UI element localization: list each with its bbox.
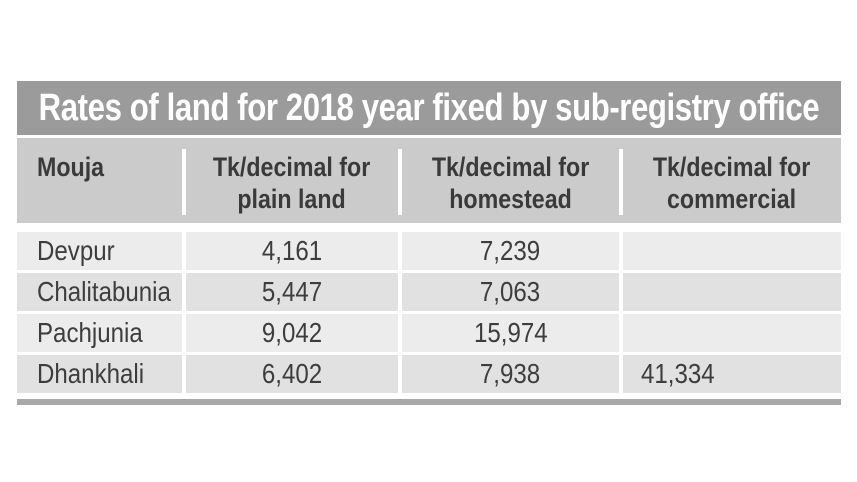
header-homestead-label: Tk/decimal for homestead [432,151,589,216]
cell-mouja: Devpur [17,232,182,270]
homestead-value: 7,239 [480,235,541,266]
table-row-chalitabunia: Chalitabunia 5,447 7,063 [17,273,841,311]
mouja-value: Devpur [37,235,115,266]
cell-commercial: 41,334 [623,355,841,393]
plain-land-value: 5,447 [261,276,323,307]
header-commercial: Tk/decimal for commercial [623,138,841,223]
table-row-dhankhali: Dhankhali 6,402 7,938 41,334 [17,355,841,393]
cell-homestead: 7,239 [402,232,619,270]
cell-mouja: Dhankhali [17,355,182,393]
header-plain-land: Tk/decimal for plain land [186,138,398,223]
cell-commercial [623,314,841,352]
cell-mouja: Pachjunia [17,314,182,352]
cell-commercial [623,232,841,270]
cell-mouja: Chalitabunia [17,273,182,311]
header-homestead-line1: Tk/decimal for [431,152,590,182]
cell-plain-land: 4,161 [186,232,398,270]
header-homestead: Tk/decimal for homestead [402,138,619,223]
header-mouja: Mouja [17,138,182,223]
homestead-value: 15,974 [473,317,548,348]
header-homestead-line2: homestead [449,184,572,215]
table-row-devpur: Devpur 4,161 7,239 [17,232,841,270]
cell-homestead: 7,938 [402,355,619,393]
header-commercial-line1: Tk/decimal for [653,152,811,182]
homestead-value: 7,063 [480,276,541,307]
land-rates-table: Rates of land for 2018 year fixed by sub… [17,81,841,405]
plain-land-value: 6,402 [261,358,323,389]
cell-commercial [623,273,841,311]
header-commercial-line2: commercial [667,184,797,215]
table-title: Rates of land for 2018 year fixed by sub… [38,86,820,129]
header-column-divider [182,149,186,215]
header-commercial-label: Tk/decimal for commercial [653,151,810,216]
header-column-divider [619,149,623,215]
mouja-value: Pachjunia [37,317,143,348]
table-title-bar: Rates of land for 2018 year fixed by sub… [17,81,841,135]
table-header-row: Mouja Tk/decimal for plain land Tk/decima… [17,138,841,223]
header-mouja-label: Mouja [37,152,105,182]
plain-land-value: 9,042 [261,317,323,348]
mouja-value: Chalitabunia [37,276,171,307]
homestead-value: 7,938 [480,358,541,389]
header-plain-land-label: Tk/decimal for plain land [213,151,370,216]
table-bottom-border [17,399,841,405]
cell-homestead: 7,063 [402,273,619,311]
cell-homestead: 15,974 [402,314,619,352]
mouja-value: Dhankhali [37,358,145,389]
header-column-divider [398,149,402,215]
cell-plain-land: 9,042 [186,314,398,352]
header-plain-land-line2: plain land [237,184,347,215]
commercial-value: 41,334 [641,358,715,389]
cell-plain-land: 5,447 [186,273,398,311]
table-row-pachjunia: Pachjunia 9,042 15,974 [17,314,841,352]
header-plain-land-line1: Tk/decimal for [213,152,371,182]
plain-land-value: 4,161 [261,235,323,266]
cell-plain-land: 6,402 [186,355,398,393]
